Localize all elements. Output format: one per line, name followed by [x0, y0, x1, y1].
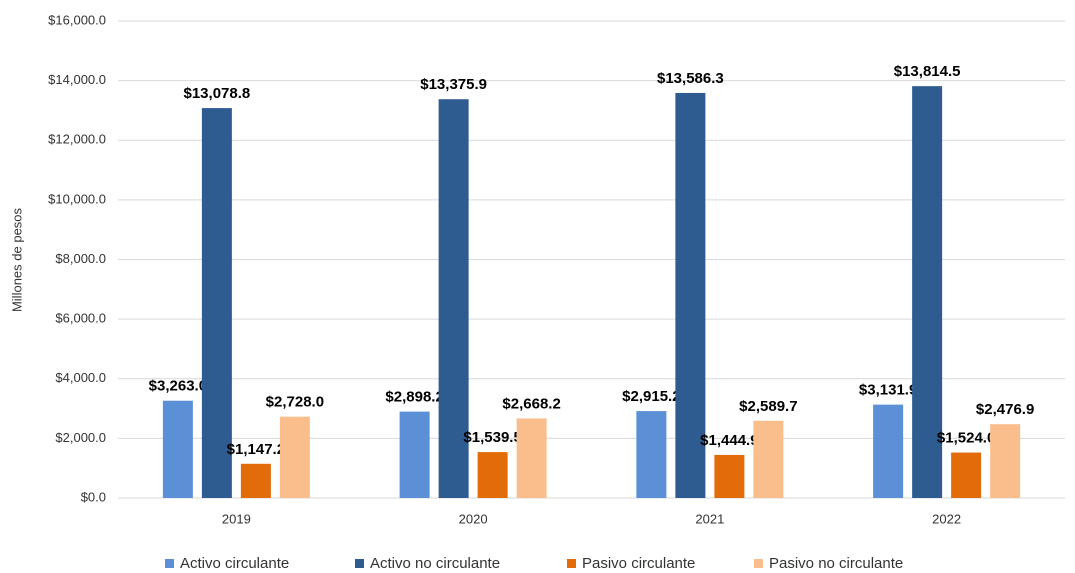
y-tick-label: $14,000.0	[48, 72, 106, 87]
bar	[636, 411, 667, 498]
legend-swatch	[567, 559, 576, 568]
y-tick-label: $2,000.0	[55, 430, 106, 445]
legend-label: Pasivo circulante	[582, 555, 695, 572]
legend-swatch	[355, 559, 364, 568]
legend-label: Activo circulante	[180, 555, 289, 572]
bar	[873, 404, 904, 498]
bar	[951, 452, 982, 498]
bar	[399, 411, 430, 498]
value-label: $2,898.2	[385, 389, 443, 406]
legend-swatch	[165, 559, 174, 568]
bar	[477, 452, 508, 498]
value-label: $2,589.7	[739, 398, 797, 415]
y-tick-label: $10,000.0	[48, 191, 106, 206]
bar	[240, 463, 271, 498]
y-tick-label: $12,000.0	[48, 132, 106, 147]
bar	[675, 92, 706, 498]
value-label: $1,147.2	[227, 441, 285, 458]
bar	[714, 454, 745, 498]
bar	[753, 420, 784, 498]
bar	[279, 416, 310, 498]
legend-swatch	[754, 559, 763, 568]
legend-label: Pasivo no circulante	[769, 555, 903, 572]
value-label: $1,444.9	[700, 432, 758, 449]
value-label: $13,375.9	[420, 76, 487, 93]
x-tick-label: 2022	[932, 511, 961, 526]
bar	[201, 108, 232, 499]
value-label: $1,524.0	[937, 430, 995, 447]
y-tick-label: $4,000.0	[55, 370, 106, 385]
y-tick-label: $0.0	[81, 489, 106, 504]
y-tick-label: $8,000.0	[55, 251, 106, 266]
value-label: $2,476.9	[976, 401, 1034, 418]
value-label: $2,915.2	[622, 388, 680, 405]
value-label: $1,539.5	[463, 429, 521, 446]
bar	[990, 424, 1021, 498]
y-tick-label: $16,000.0	[48, 12, 106, 27]
x-tick-label: 2019	[222, 511, 251, 526]
value-label: $3,263.0	[149, 378, 207, 395]
y-tick-label: $6,000.0	[55, 311, 106, 326]
value-label: $13,078.8	[184, 85, 251, 102]
value-label: $2,728.0	[266, 394, 324, 411]
x-tick-label: 2021	[695, 511, 724, 526]
value-label: $13,586.3	[657, 70, 724, 87]
value-label: $2,668.2	[502, 395, 560, 412]
bar	[162, 400, 193, 498]
value-label: $3,131.9	[859, 382, 917, 399]
bar	[516, 418, 547, 498]
bar	[912, 86, 943, 499]
value-label: $13,814.5	[894, 63, 961, 80]
bar	[438, 99, 469, 498]
x-tick-label: 2020	[459, 511, 488, 526]
y-axis-title: Millones de pesos	[9, 207, 24, 312]
legend-label: Activo no circulante	[370, 555, 500, 572]
